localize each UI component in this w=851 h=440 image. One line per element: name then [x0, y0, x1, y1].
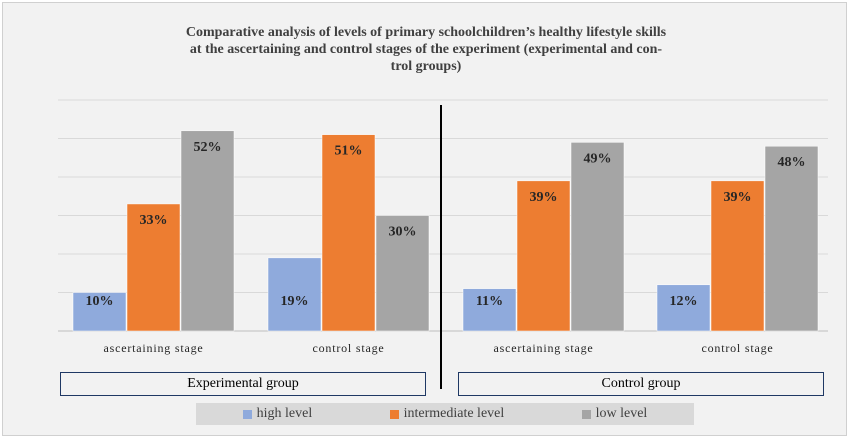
legend-swatch-high	[242, 409, 252, 419]
bar-intermediate-level-2	[321, 134, 376, 332]
chart-title-line-1: Comparative analysis of levels of primar…	[186, 25, 667, 40]
bar-intermediate-level-1	[126, 203, 181, 332]
category-label: control stage	[701, 341, 773, 355]
data-label: 49%	[584, 151, 612, 166]
legend-swatch-low	[581, 409, 591, 419]
category-labels: ascertaining stage control stage ascertain…	[103, 341, 773, 355]
bar-high-level-4	[656, 284, 711, 332]
legend-item-low: low level	[581, 406, 648, 422]
bar-low-level-2	[375, 215, 430, 332]
legend-item-intermediate: intermediate level	[389, 406, 505, 422]
bar-high-level-3	[462, 288, 517, 332]
data-label: 19%	[281, 294, 309, 309]
bar-chart: Comparative analysis of levels of primar…	[58, 25, 828, 389]
data-label: 52%	[194, 140, 222, 155]
legend-item-high: high level	[242, 406, 313, 422]
control-group-label: Control group	[458, 372, 824, 396]
data-label: 51%	[335, 144, 363, 159]
category-label: ascertaining stage	[493, 341, 593, 355]
chart-title-line-2: at the ascertaining and control stages o…	[190, 42, 663, 57]
legend-label-low: low level	[595, 406, 648, 421]
legend-swatch-intermediate	[389, 409, 399, 419]
category-label: ascertaining stage	[103, 341, 203, 355]
category-label: control stage	[312, 341, 384, 355]
data-label: 39%	[724, 190, 752, 205]
bar-high-level-2	[267, 257, 322, 332]
bars	[72, 130, 819, 332]
data-labels: 10% 33% 52% 19% 51% 30% 11% 39% 49% 12% 39% 48%	[86, 140, 806, 309]
bar-low-level-3	[570, 142, 625, 332]
bar-intermediate-level-4	[710, 180, 765, 332]
chart-area: Comparative analysis of levels of primar…	[2, 2, 847, 436]
bar-low-level-4	[764, 145, 819, 332]
data-label: 11%	[476, 294, 503, 309]
data-label: 10%	[86, 294, 114, 309]
chart-title-line-3: trol groups)	[391, 59, 462, 74]
data-label: 30%	[389, 225, 417, 240]
bar-intermediate-level-3	[516, 180, 571, 332]
legend: high level intermediate level low level	[196, 403, 694, 425]
bar-high-level-1	[72, 292, 127, 332]
data-label: 33%	[140, 213, 168, 228]
legend-label-high: high level	[256, 406, 313, 421]
chart-title: Comparative analysis of levels of primar…	[186, 25, 667, 74]
data-label: 39%	[530, 190, 558, 205]
data-label: 48%	[778, 155, 806, 170]
bar-low-level-1	[180, 130, 235, 332]
data-label: 12%	[670, 294, 698, 309]
experimental-group-label: Experimental group	[60, 372, 426, 396]
legend-label-intermediate: intermediate level	[403, 406, 505, 421]
